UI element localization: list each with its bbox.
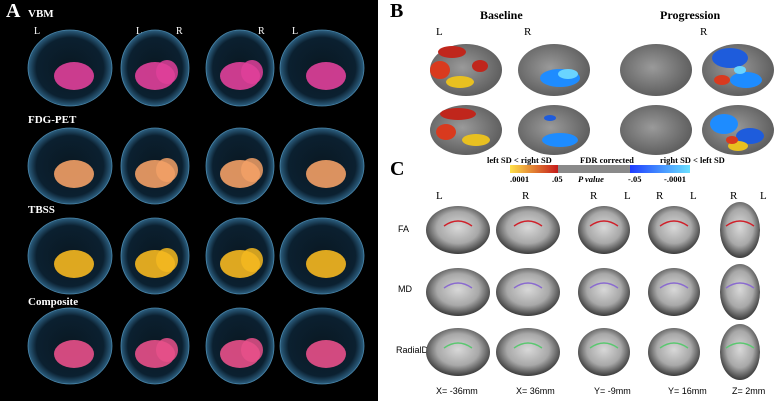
mri-slice: [720, 324, 760, 380]
panel-b-letter: B: [390, 0, 404, 22]
mri-slice: [426, 268, 490, 316]
surface-baseline-medial-left: [430, 105, 502, 155]
header-progression: Progression: [660, 8, 721, 22]
row-label-fdg-pet: FDG-PET: [28, 114, 77, 126]
glass-brain: [205, 307, 275, 385]
row-label-radiald: RadialD: [396, 345, 429, 355]
legend-left-text: left SD < right SD: [487, 155, 552, 165]
hemi-label-l: L: [436, 26, 443, 38]
surface-baseline-medial-right: [518, 105, 590, 155]
orient-label: R: [590, 190, 598, 202]
surface-baseline-lateral-right: [518, 44, 590, 96]
glass-brain: [120, 127, 190, 205]
legend-tick: P value: [578, 174, 604, 184]
mri-slice: [720, 202, 760, 258]
row-label-fa: FA: [398, 224, 410, 234]
surface-progression-medial-left: [620, 105, 692, 155]
mri-slice: [648, 328, 700, 376]
glass-brain: [27, 29, 113, 107]
header-baseline: Baseline: [480, 8, 523, 22]
panel-c-letter: C: [390, 158, 405, 180]
glass-brain: [279, 127, 365, 205]
mri-slice: [578, 328, 630, 376]
glass-brain: [205, 217, 275, 295]
glass-brain-grid: [27, 29, 365, 385]
orient-label: R: [730, 190, 738, 202]
legend-tick: -.05: [628, 174, 642, 184]
mri-slice: [578, 206, 630, 254]
view-label: R: [176, 26, 183, 37]
mri-slice: [426, 206, 490, 254]
panel-a: A VBM FDG-PET TBSS Composite L L R R L: [0, 0, 378, 401]
coord-label: Y= -9mm: [594, 386, 631, 396]
legend-tick: .05: [552, 174, 563, 184]
mri-slice: [496, 206, 560, 254]
mri-slice: [648, 268, 700, 316]
glass-brain: [205, 127, 275, 205]
coord-label: X= 36mm: [516, 386, 555, 396]
row-label-tbss: TBSS: [28, 204, 55, 216]
orient-label: L: [624, 190, 631, 202]
glass-brain: [279, 307, 365, 385]
surface-progression-medial-right: [702, 105, 774, 155]
glass-brain: [27, 127, 113, 205]
surface-progression-lateral-right: [702, 44, 774, 96]
legend-right-text: right SD < left SD: [660, 155, 725, 165]
coord-label: Y= 16mm: [668, 386, 707, 396]
row-label-md: MD: [398, 284, 412, 294]
glass-brain: [120, 29, 190, 107]
mri-slice: [496, 328, 560, 376]
glass-brain: [27, 217, 113, 295]
row-label-composite: Composite: [28, 296, 79, 308]
p-value-colorbar: [510, 165, 690, 173]
glass-brain: [279, 217, 365, 295]
glass-brain: [27, 307, 113, 385]
mri-slice: [578, 268, 630, 316]
orient-label: L: [436, 190, 443, 202]
view-label: L: [34, 26, 41, 37]
glass-brain: [120, 217, 190, 295]
mri-slice: [720, 264, 760, 320]
hemi-label-r: R: [700, 26, 708, 38]
orient-label: R: [522, 190, 530, 202]
orient-label: L: [760, 190, 767, 202]
legend-tick: .0001: [510, 174, 530, 184]
hemi-label-r: R: [524, 26, 532, 38]
view-label: L: [136, 26, 143, 37]
coord-label: X= -36mm: [436, 386, 478, 396]
mri-slice: [426, 328, 490, 376]
view-label: L: [292, 26, 299, 37]
row-label-vbm: VBM: [28, 8, 54, 20]
orient-label: L: [690, 190, 697, 202]
glass-brain: [120, 307, 190, 385]
surface-baseline-lateral-left: [430, 44, 502, 96]
orient-label: R: [656, 190, 664, 202]
dti-slices: [426, 202, 760, 380]
mri-slice: [648, 206, 700, 254]
coord-label: Z= 2mm: [732, 386, 766, 396]
legend-center-text: FDR corrected: [580, 155, 634, 165]
panel-a-letter: A: [6, 0, 21, 22]
mri-slice: [496, 268, 560, 316]
surface-progression-lateral-left: [620, 44, 692, 96]
glass-brain: [279, 29, 365, 107]
surface-maps: [430, 44, 774, 155]
legend-tick: -.0001: [664, 174, 686, 184]
view-label: R: [258, 26, 265, 37]
glass-brain: [205, 29, 275, 107]
